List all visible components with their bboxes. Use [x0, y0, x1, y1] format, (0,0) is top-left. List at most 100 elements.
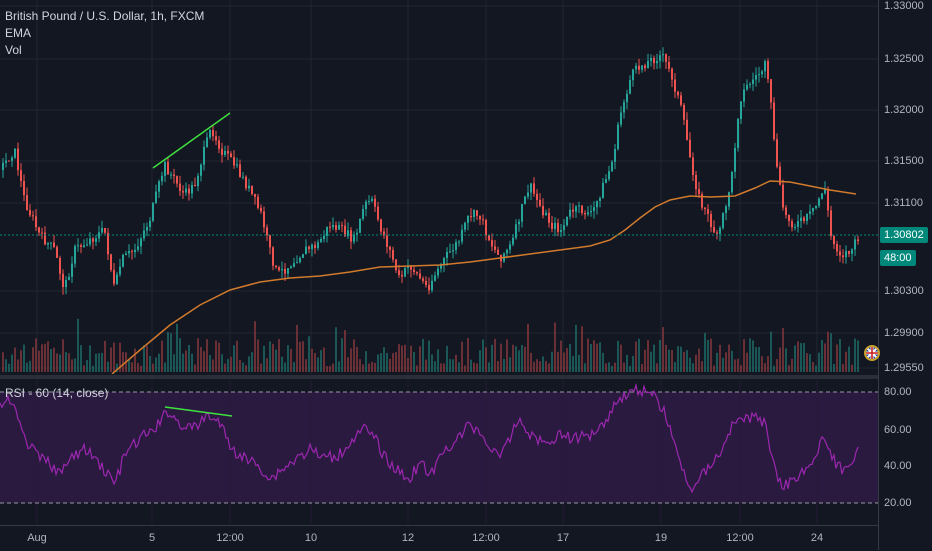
- volume-bar: [548, 363, 550, 372]
- candle-body: [548, 212, 550, 223]
- volume-indicator-label[interactable]: Vol: [5, 43, 22, 57]
- pane-separator[interactable]: [0, 375, 932, 379]
- ema-indicator-label[interactable]: EMA: [5, 26, 32, 40]
- volume-bar: [443, 363, 445, 372]
- price-chart-canvas[interactable]: [0, 0, 878, 374]
- rsi-indicator-label[interactable]: RSI - 60 (14, close): [5, 386, 109, 400]
- candle-body: [650, 57, 652, 62]
- volume-bar: [587, 338, 589, 372]
- volume-bar: [326, 365, 328, 372]
- candle-body: [584, 213, 586, 215]
- volume-bar: [65, 352, 67, 372]
- volume-bar: [803, 342, 805, 372]
- candle-body: [287, 268, 289, 274]
- candle-body: [2, 162, 4, 170]
- candle-body: [56, 246, 58, 258]
- candle-body: [449, 251, 451, 253]
- volume-bar: [224, 363, 226, 372]
- candle-body: [269, 235, 271, 248]
- volume-bar: [239, 359, 241, 372]
- volume-bar: [53, 347, 55, 372]
- candle-body: [170, 174, 172, 176]
- volume-bar: [572, 356, 574, 372]
- volume-bar: [452, 359, 454, 372]
- volume-bar: [800, 343, 802, 372]
- candle-body: [302, 254, 304, 258]
- volume-bar: [287, 345, 289, 372]
- volume-bar: [320, 350, 322, 372]
- volume-bar: [446, 345, 448, 372]
- volume-bar: [494, 338, 496, 372]
- volume-bar: [173, 354, 175, 372]
- volume-bar: [119, 342, 121, 372]
- volume-bar: [500, 343, 502, 372]
- uk-flag-icon[interactable]: [864, 345, 880, 361]
- candle-body: [467, 216, 469, 223]
- volume-bar: [134, 348, 136, 372]
- price-axis[interactable]: [878, 0, 932, 550]
- candle-body: [158, 181, 160, 192]
- candle-body: [137, 246, 139, 250]
- volume-bar: [101, 352, 103, 372]
- candle-body: [389, 246, 391, 250]
- rsi-canvas[interactable]: [0, 379, 878, 525]
- volume-bar: [413, 352, 415, 372]
- ema-line: [111, 180, 857, 374]
- candle-body: [359, 218, 361, 233]
- volume-bar: [599, 342, 601, 372]
- time-tick: 12:00: [472, 532, 500, 544]
- candle-body: [320, 239, 322, 243]
- candle-body: [116, 274, 118, 284]
- volume-bar: [257, 339, 259, 372]
- candle-body: [227, 150, 229, 154]
- trendline-price: [152, 112, 231, 169]
- candle-body: [842, 255, 844, 258]
- candle-body: [566, 216, 568, 226]
- candle-body: [179, 183, 181, 191]
- volume-bar: [401, 345, 403, 372]
- volume-bar: [44, 343, 46, 372]
- candle-body: [737, 119, 739, 148]
- time-axis[interactable]: [0, 525, 878, 551]
- candle-body: [692, 157, 694, 176]
- candle-body: [362, 208, 364, 219]
- price-chart-pane[interactable]: British Pound / U.S. Dollar, 1h, FXCM EM…: [0, 0, 878, 374]
- candle-body: [599, 198, 601, 202]
- volume-bar: [560, 340, 562, 372]
- volume-bar: [110, 347, 112, 372]
- chart-title[interactable]: British Pound / U.S. Dollar, 1h, FXCM: [5, 9, 205, 23]
- candle-body: [371, 198, 373, 201]
- price-tick: 1.32000: [884, 104, 924, 116]
- volume-bar: [389, 358, 391, 372]
- candle-body: [734, 147, 736, 172]
- candle-body: [443, 258, 445, 266]
- volume-bar: [335, 327, 337, 372]
- candle-body: [836, 244, 838, 252]
- candle-body: [317, 242, 319, 249]
- volume-bar: [203, 351, 205, 372]
- candle-body: [185, 188, 187, 193]
- candle-body: [620, 112, 622, 125]
- volume-bar: [698, 348, 700, 372]
- volume-bar: [476, 363, 478, 372]
- price-tick: 1.29900: [884, 327, 924, 339]
- volume-bar: [278, 339, 280, 372]
- volume-bar: [623, 362, 625, 372]
- volume-bar: [260, 363, 262, 372]
- volume-bar: [812, 362, 814, 372]
- candle-body: [515, 224, 517, 238]
- candle-body: [254, 194, 256, 197]
- rsi-band: [0, 392, 878, 503]
- rsi-pane[interactable]: RSI - 60 (14, close): [0, 379, 878, 525]
- volume-bar: [179, 338, 181, 372]
- volume-bar: [5, 359, 7, 372]
- volume-bar: [299, 341, 301, 372]
- candle-body: [608, 171, 610, 180]
- volume-bar: [161, 340, 163, 372]
- volume-bar: [485, 347, 487, 372]
- volume-bar: [182, 353, 184, 372]
- volume-bar: [704, 332, 706, 372]
- volume-bar: [536, 359, 538, 372]
- candle-body: [293, 263, 295, 267]
- volume-bar: [653, 344, 655, 372]
